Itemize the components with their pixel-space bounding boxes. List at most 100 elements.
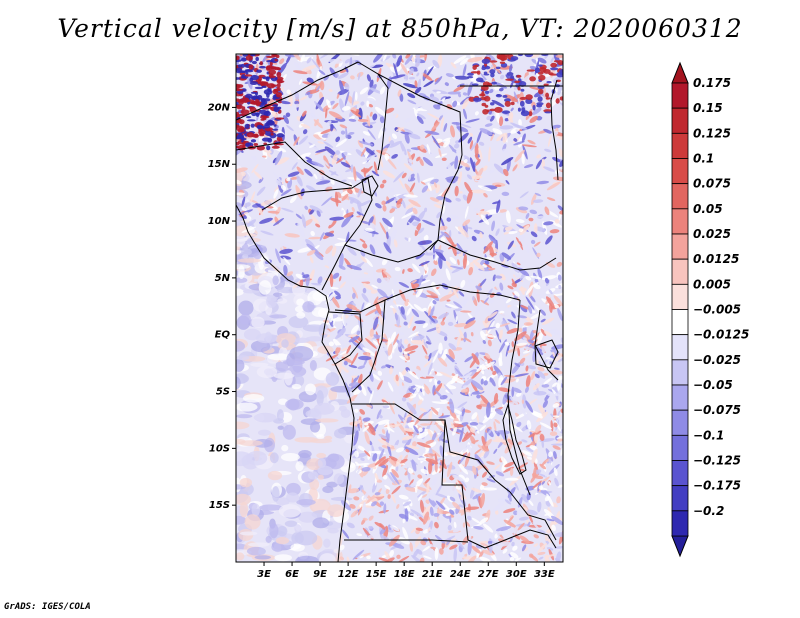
field-cell <box>404 508 409 522</box>
field-cell <box>467 56 483 63</box>
field-cell <box>495 471 505 477</box>
field-cell <box>434 76 443 85</box>
velocity-field <box>236 54 563 562</box>
field-cell <box>532 283 541 290</box>
field-cell <box>506 158 511 172</box>
field-cell <box>341 106 351 111</box>
field-cell <box>267 137 273 143</box>
field-cell <box>550 56 555 64</box>
field-cell <box>312 517 330 529</box>
colorbar-swatch <box>671 158 689 185</box>
field-cell <box>407 343 411 348</box>
field-cell <box>464 431 469 440</box>
field-cell <box>403 128 414 134</box>
field-cell <box>454 322 468 328</box>
field-cell <box>493 448 498 455</box>
field-cell <box>473 525 484 530</box>
field-cell <box>272 275 279 286</box>
field-cell <box>438 342 443 355</box>
field-cell <box>391 468 399 478</box>
field-cell <box>378 448 385 461</box>
field-cell <box>538 476 550 486</box>
field-cell <box>371 284 378 289</box>
colorbar-swatch <box>671 510 689 537</box>
field-cell <box>533 534 539 539</box>
field-cell <box>268 75 276 78</box>
field-cell <box>253 412 277 423</box>
field-cell <box>467 81 473 97</box>
field-cell <box>553 467 558 477</box>
field-cell <box>258 548 266 555</box>
field-cell <box>364 237 378 244</box>
field-cell <box>422 157 433 167</box>
field-cell <box>458 504 465 508</box>
field-cell <box>429 377 433 383</box>
field-cell <box>427 352 432 362</box>
field-cell <box>301 65 317 72</box>
field-cell <box>557 438 563 442</box>
field-cell <box>464 337 472 343</box>
field-cell <box>240 75 249 79</box>
field-cell <box>466 75 474 79</box>
field-cell <box>554 392 561 397</box>
field-cell <box>514 362 521 367</box>
field-cell <box>390 113 397 121</box>
field-cell <box>398 151 405 164</box>
field-cell <box>359 409 366 415</box>
field-cell <box>426 407 430 412</box>
field-cell <box>273 124 277 127</box>
field-cell <box>316 452 327 459</box>
field-cell <box>339 174 343 182</box>
ocean-field <box>236 165 357 562</box>
field-cell <box>482 257 495 261</box>
field-cell <box>463 159 468 163</box>
field-cell <box>434 461 438 473</box>
lon-tick-label: 27E <box>478 569 499 580</box>
field-cell <box>498 209 507 213</box>
field-cell <box>341 193 349 202</box>
field-cell <box>457 401 468 409</box>
field-cell <box>452 527 462 533</box>
field-cell <box>487 299 494 304</box>
field-cell <box>425 458 439 465</box>
field-cell <box>521 409 529 421</box>
field-cell <box>407 92 416 99</box>
field-cell <box>266 65 273 71</box>
field-cell <box>513 302 518 314</box>
field-cell <box>288 315 309 329</box>
field-cell <box>525 94 533 100</box>
field-cell <box>544 111 552 114</box>
field-cell <box>541 383 550 388</box>
field-cell <box>417 240 433 245</box>
field-cell <box>425 439 435 444</box>
field-cell <box>516 392 522 397</box>
field-cell <box>311 282 322 286</box>
field-cell <box>278 504 301 518</box>
field-cell <box>531 58 538 65</box>
field-cell <box>374 492 381 496</box>
field-cell <box>400 306 405 315</box>
field-cell <box>505 180 510 185</box>
field-cell <box>464 477 470 483</box>
border-zambia-east <box>509 491 557 541</box>
field-cell <box>237 64 243 68</box>
field-cell <box>546 197 556 202</box>
field-cell <box>503 519 517 528</box>
field-cell <box>419 242 429 256</box>
field-cell <box>525 212 530 219</box>
field-cell <box>346 264 362 271</box>
field-cell <box>362 160 368 164</box>
field-cell <box>508 111 514 120</box>
field-cell <box>516 315 528 319</box>
field-cell <box>498 352 503 367</box>
field-cell <box>465 317 476 325</box>
field-cell <box>355 463 370 466</box>
field-cell <box>523 373 530 381</box>
field-cell <box>483 192 488 198</box>
field-cell <box>463 253 467 269</box>
field-cell <box>291 162 298 170</box>
field-cell <box>341 347 349 352</box>
field-cell <box>490 72 495 78</box>
field-cell <box>389 550 395 557</box>
field-cell <box>350 443 359 451</box>
